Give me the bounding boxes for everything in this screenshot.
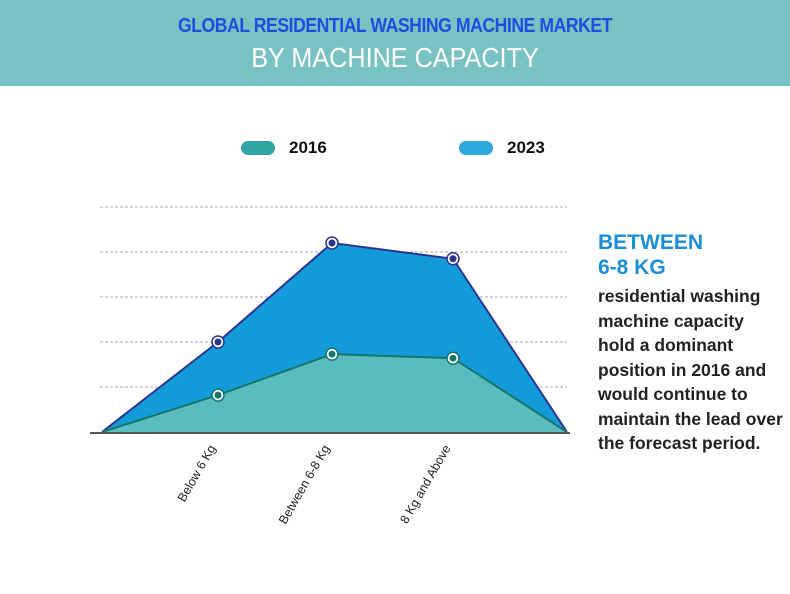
side-note: BETWEEN 6-8 KG residential washing machin… <box>598 230 783 456</box>
header-banner: GLOBAL RESIDENTIAL WASHING MACHINE MARKE… <box>0 0 790 86</box>
point-dot-2023 <box>328 239 336 247</box>
side-body: residential washing machine capacity hol… <box>598 286 783 453</box>
point-dot-2023 <box>214 338 222 346</box>
legend-item-2016: 2016 <box>241 138 327 158</box>
legend-item-2023: 2023 <box>459 138 545 158</box>
point-dot-2023 <box>449 255 457 263</box>
point-dot-2016 <box>214 391 222 399</box>
side-heading-line2: 6-8 KG <box>598 256 666 279</box>
area-2016 <box>102 354 567 432</box>
side-heading-line1: BETWEEN <box>598 231 703 254</box>
legend-swatch-2016 <box>241 141 275 155</box>
x-tick-label: Below 6 Kg <box>175 442 219 504</box>
x-tick-label: Between 6-8 Kg <box>276 442 333 526</box>
legend-label-2023: 2023 <box>507 138 545 157</box>
x-tick-label: 8 Kg and Above <box>397 442 453 525</box>
chart-subtitle: BY MACHINE CAPACITY <box>251 42 539 73</box>
chart-title: GLOBAL RESIDENTIAL WASHING MACHINE MARKE… <box>177 15 613 37</box>
point-dot-2016 <box>328 350 336 358</box>
point-dot-2016 <box>449 354 457 362</box>
legend-label-2016: 2016 <box>289 138 327 157</box>
legend-swatch-2023 <box>459 141 493 155</box>
side-heading: BETWEEN 6-8 KG <box>598 230 783 280</box>
